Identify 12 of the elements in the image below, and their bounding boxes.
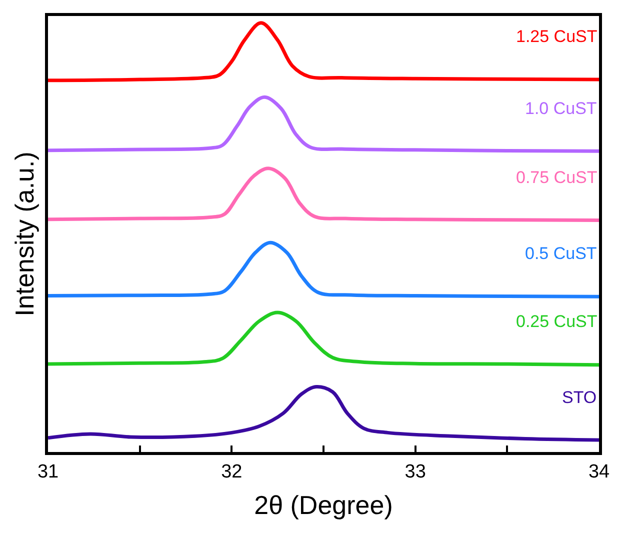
x-tick-label: 33 — [404, 462, 426, 483]
series-label: 1.25 CuST — [516, 27, 598, 46]
x-tick-label: 32 — [221, 462, 242, 483]
series-label: 1.0 CuST — [525, 99, 597, 118]
x-axis-title: 2θ (Degree) — [254, 490, 393, 520]
x-tick-label: 34 — [588, 462, 610, 483]
series-label: STO — [562, 388, 597, 407]
series-label: 0.75 CuST — [516, 168, 598, 187]
series-label: 0.25 CuST — [516, 312, 598, 331]
series-label: 0.5 CuST — [525, 244, 597, 263]
x-tick-label: 31 — [37, 462, 59, 483]
y-axis-title: Intensity (a.u.) — [10, 152, 40, 316]
